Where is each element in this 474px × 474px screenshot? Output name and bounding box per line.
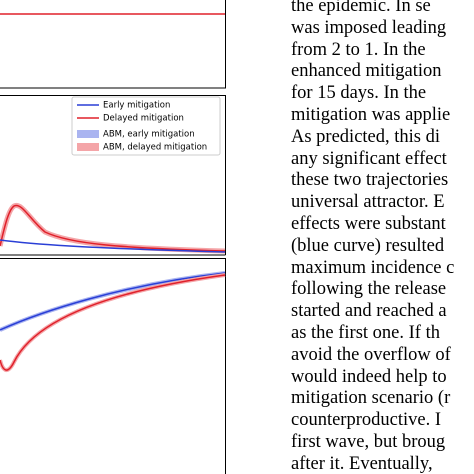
text-line: counterproductive. I bbox=[291, 410, 441, 431]
legend-label: Delayed mitigation bbox=[103, 114, 184, 124]
panel-frame bbox=[0, 95, 226, 255]
text-line: mitigation scenario (r bbox=[291, 388, 451, 409]
blue-curve bbox=[0, 239, 226, 253]
text-line: for 15 days. In the bbox=[291, 83, 427, 104]
legend-label: ABM, delayed mitigation bbox=[103, 143, 207, 153]
text-line: avoid the overflow of bbox=[291, 344, 451, 365]
legend-swatch bbox=[77, 130, 99, 138]
text-line: As predicted, this di bbox=[291, 126, 441, 147]
legend-label: Early mitigation bbox=[103, 101, 170, 111]
red-curve bbox=[0, 204, 226, 252]
text-line: first wave, but broug bbox=[291, 432, 446, 452]
abm-band bbox=[0, 273, 226, 372]
legend-label: ABM, early mitigation bbox=[103, 130, 195, 140]
text-line: started and reached a bbox=[291, 301, 447, 322]
text-line: was imposed leading bbox=[291, 17, 447, 38]
text-line: as the first one. If th bbox=[291, 323, 440, 343]
legend-box bbox=[71, 96, 221, 156]
red-curve bbox=[0, 274, 226, 371]
text-line: effects were substant bbox=[291, 214, 446, 234]
blue-curve bbox=[0, 272, 226, 331]
text-line: these two trajectories bbox=[291, 170, 449, 191]
panel-frame bbox=[0, 0, 226, 89]
text-line: after it. Eventually, bbox=[291, 453, 433, 474]
text-line: would indeed help to bbox=[291, 366, 447, 387]
legend-swatch bbox=[77, 143, 99, 151]
text-line: following the release bbox=[291, 279, 447, 300]
panel-frame bbox=[0, 258, 226, 474]
text-line: (blue curve) resulted bbox=[291, 235, 445, 256]
text-line: universal attractor. E bbox=[291, 192, 445, 213]
panel-frames bbox=[0, 0, 226, 474]
text-line: mitigation was applie bbox=[291, 105, 451, 125]
text-line: enhanced mitigation bbox=[291, 61, 442, 82]
text-line: any significant effect bbox=[291, 148, 447, 169]
text-line: from 2 to 1. In the bbox=[291, 39, 426, 60]
text-line: maximum incidence c bbox=[291, 257, 455, 278]
text-line: the epidemic. In se bbox=[291, 0, 431, 16]
